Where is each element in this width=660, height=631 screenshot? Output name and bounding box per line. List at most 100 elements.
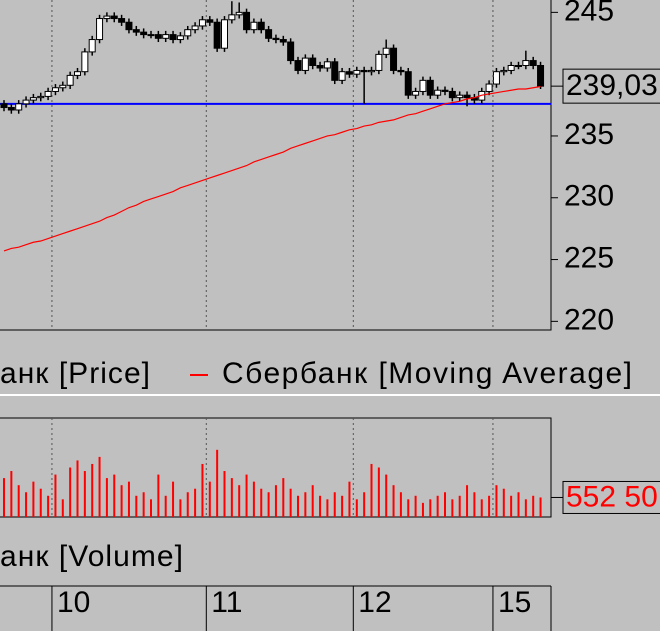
candle-body [0, 103, 8, 109]
candle-body [309, 57, 317, 67]
candle-body [37, 95, 45, 99]
candle-body [279, 39, 287, 43]
x-tick-label: 11 [211, 586, 242, 619]
volume-bar [539, 497, 542, 517]
candle-body [221, 19, 228, 49]
candle-body [345, 71, 353, 75]
volume-bar [3, 478, 5, 517]
volume-bar [414, 495, 417, 517]
candle-body [492, 71, 500, 85]
volume-bar [363, 492, 366, 517]
candle-body [485, 83, 493, 92]
candle-body [132, 29, 140, 33]
volume-bar [120, 485, 123, 517]
legend-label: анк [Price] [0, 357, 150, 390]
candle-body [15, 103, 23, 111]
volume-bar [311, 485, 314, 517]
volume-bar [245, 474, 248, 517]
volume-bar [17, 485, 20, 517]
candle-body [426, 79, 434, 96]
candle-body [404, 71, 412, 96]
volume-bar [135, 495, 138, 517]
volume-bar [223, 471, 226, 517]
volume-bar [216, 449, 219, 517]
price-panel [0, 0, 552, 331]
volume-marker-label: 552 50 [566, 480, 658, 513]
candle-body [375, 53, 383, 71]
candle-body [301, 57, 309, 71]
candle-body [96, 18, 104, 41]
candle-body [213, 21, 221, 49]
volume-bar [377, 467, 380, 517]
candle-body [59, 84, 67, 89]
candle-body [7, 107, 15, 111]
candle-body [294, 60, 302, 71]
price-marker-box [562, 68, 660, 104]
volume-bar [172, 481, 175, 517]
candle-body [390, 47, 398, 71]
candle-body [250, 21, 258, 31]
legend-label: анк [Volume] [0, 540, 183, 573]
candle-body [382, 47, 390, 55]
y-tick-label: 225 [564, 241, 614, 274]
candle-body [125, 21, 133, 31]
volume-bar [150, 499, 152, 517]
volume-bar [333, 492, 336, 517]
volume-bar [157, 474, 160, 517]
volume-bar [127, 481, 130, 517]
candle-body [147, 34, 155, 37]
candle-body [529, 60, 537, 67]
volume-panel [0, 417, 552, 518]
volume-bar [348, 481, 351, 517]
candle-body [228, 14, 236, 21]
candle-body [198, 19, 206, 27]
volume-bar [230, 478, 233, 517]
volume-bar [355, 499, 358, 517]
volume-bar [61, 499, 64, 517]
volume-bar [260, 488, 263, 517]
candle-body [368, 69, 375, 73]
volume-bar [10, 471, 13, 517]
candle-body [206, 19, 214, 23]
volume-bar [208, 481, 211, 517]
candle-body [162, 34, 170, 39]
volume-bar [517, 492, 520, 517]
candle-body [103, 15, 111, 20]
y-tick-label: 230 [564, 180, 614, 213]
volume-bar [495, 485, 498, 517]
candle-body [140, 31, 148, 36]
price-marker-label: 239,03 [566, 69, 658, 102]
volume-bar [39, 488, 42, 517]
volume-bar [91, 463, 94, 517]
candle-body [456, 94, 464, 99]
candle-body [360, 69, 368, 73]
candle-body [176, 35, 184, 41]
candle-body [500, 69, 508, 73]
candle-body [81, 51, 89, 73]
candle-body [29, 97, 37, 101]
candle-body [88, 39, 96, 53]
volume-bar [252, 481, 255, 517]
volume-bar [113, 474, 116, 517]
volume-bar [47, 495, 50, 517]
candle-body [287, 41, 295, 62]
candle-body [118, 18, 126, 23]
volume-marker-box [562, 480, 660, 514]
candle-body [448, 90, 456, 99]
moving-average-line [3, 85, 541, 252]
candle-body [235, 11, 243, 16]
candle-body [353, 69, 361, 75]
volume-bar [421, 502, 424, 517]
volume-bar [289, 488, 292, 517]
volume-bar [399, 492, 402, 517]
volume-bar [164, 495, 167, 517]
volume-bar [510, 495, 513, 517]
candle-body [272, 37, 280, 41]
volume-bar [436, 495, 439, 517]
volume-bar [466, 485, 469, 517]
candle-body [507, 65, 515, 71]
volume-bar [98, 456, 101, 517]
candle-body [243, 11, 251, 31]
y-tick-label: 235 [564, 118, 614, 151]
